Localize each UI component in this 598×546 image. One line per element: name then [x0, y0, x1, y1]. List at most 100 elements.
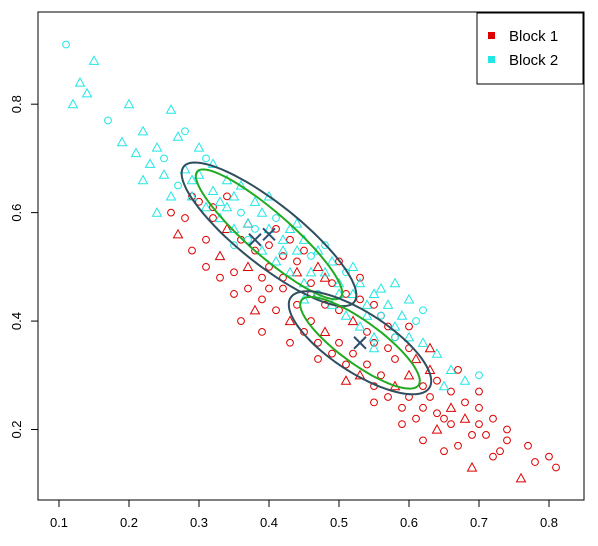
block-1-point — [403, 369, 415, 380]
block-1-point — [398, 403, 406, 412]
block-2-point — [242, 217, 254, 228]
block-2-point — [382, 299, 394, 309]
block-2-point — [438, 380, 450, 391]
block-1-point — [272, 224, 280, 233]
legend: Block 1 Block 2 — [476, 12, 584, 85]
confidence-ellipse — [287, 290, 433, 396]
block-1-point — [515, 472, 527, 483]
block-2-point — [256, 245, 268, 255]
legend-box — [476, 12, 584, 85]
confidence-ellipse — [180, 161, 358, 308]
x-tick-label: 0.4 — [260, 515, 278, 530]
block-2-point — [347, 288, 359, 299]
block-2-point — [221, 201, 233, 212]
block-1-point — [503, 425, 511, 434]
block-1-point — [482, 431, 490, 439]
block-2-point — [186, 174, 198, 185]
block-2-point — [67, 98, 79, 109]
cluster-center-marker — [353, 336, 367, 350]
block-1-point — [221, 223, 233, 233]
x-tick-label: 0.7 — [470, 515, 488, 530]
block-1-point — [424, 342, 436, 353]
block-2-point — [214, 196, 226, 206]
block-2-point — [396, 310, 408, 320]
block-2-point — [263, 223, 275, 233]
block-1-point — [279, 252, 287, 260]
block-2-point — [368, 288, 380, 299]
block-2-point — [391, 333, 399, 342]
block-1-point — [230, 290, 238, 298]
block-1-point — [454, 441, 462, 450]
block-1-point — [370, 300, 378, 309]
block-1-point — [356, 273, 364, 282]
block-1-point — [545, 452, 553, 461]
block-2-point — [244, 235, 252, 244]
block-2-point — [62, 40, 70, 49]
block-1-point — [195, 197, 203, 206]
block-2-point — [277, 234, 289, 244]
block-1-point — [272, 306, 280, 315]
block-2-point — [74, 76, 86, 87]
block-1-point — [524, 441, 532, 450]
block-2-point — [137, 174, 149, 185]
block-2-point — [151, 142, 163, 152]
block-1-point — [340, 375, 352, 385]
block-1-point — [384, 322, 392, 331]
block-1-point — [202, 262, 210, 271]
block-1-point — [391, 355, 399, 363]
block-1-point — [468, 431, 476, 439]
block-1-point — [489, 452, 497, 461]
x-tick-label: 0.8 — [540, 515, 558, 530]
block-2-point — [307, 252, 315, 260]
block-2-point — [326, 255, 338, 266]
block-1-point — [244, 284, 252, 293]
block-2-point — [319, 266, 331, 277]
block-1-point — [412, 414, 420, 423]
block-1-point — [363, 360, 371, 369]
block-1-point — [447, 387, 455, 396]
block-1-point — [466, 461, 478, 472]
block-1-point — [286, 235, 294, 244]
block-1-point — [279, 284, 287, 293]
block-1-point — [258, 273, 266, 282]
block-1-point — [251, 246, 259, 255]
block-2-point — [151, 207, 163, 217]
block-1-point — [440, 414, 448, 423]
block-1-point — [293, 257, 301, 266]
block-1-point — [314, 355, 322, 363]
block-1-point — [209, 203, 217, 212]
block-2-point — [165, 190, 177, 201]
block-1-point — [384, 393, 392, 401]
block-2-point — [172, 131, 184, 141]
block-1-point — [328, 279, 336, 288]
block-2-point — [193, 142, 205, 152]
legend-label-block-2: Block 2 — [509, 52, 558, 69]
block-2-point — [207, 185, 219, 196]
block-1-point — [230, 268, 238, 277]
block-1-point — [410, 353, 422, 364]
block-2-point — [354, 277, 366, 288]
block-2-point — [123, 98, 135, 109]
block-2-point — [130, 147, 142, 158]
block-1-point — [242, 217, 254, 228]
block-2-point — [251, 224, 259, 233]
block-1-point — [370, 398, 378, 407]
block-2-point — [284, 223, 296, 233]
x-tick-label: 0.3 — [190, 515, 208, 530]
block-1-point — [459, 413, 471, 423]
block-1-point — [475, 387, 483, 396]
block-1-point — [398, 420, 406, 428]
block-2-point — [340, 310, 352, 320]
block-1-point — [258, 328, 266, 336]
block-2-point — [321, 241, 329, 250]
x-tick-label: 0.1 — [50, 515, 68, 530]
block-2-point — [475, 371, 483, 380]
block-2-point — [361, 299, 373, 309]
legend-swatch-block-2 — [488, 56, 495, 63]
x-tick-label: 0.6 — [400, 515, 418, 530]
plot-marks — [62, 40, 560, 483]
block-2-point — [347, 261, 359, 271]
block-1-point — [475, 403, 483, 412]
block-1-point — [363, 328, 371, 336]
